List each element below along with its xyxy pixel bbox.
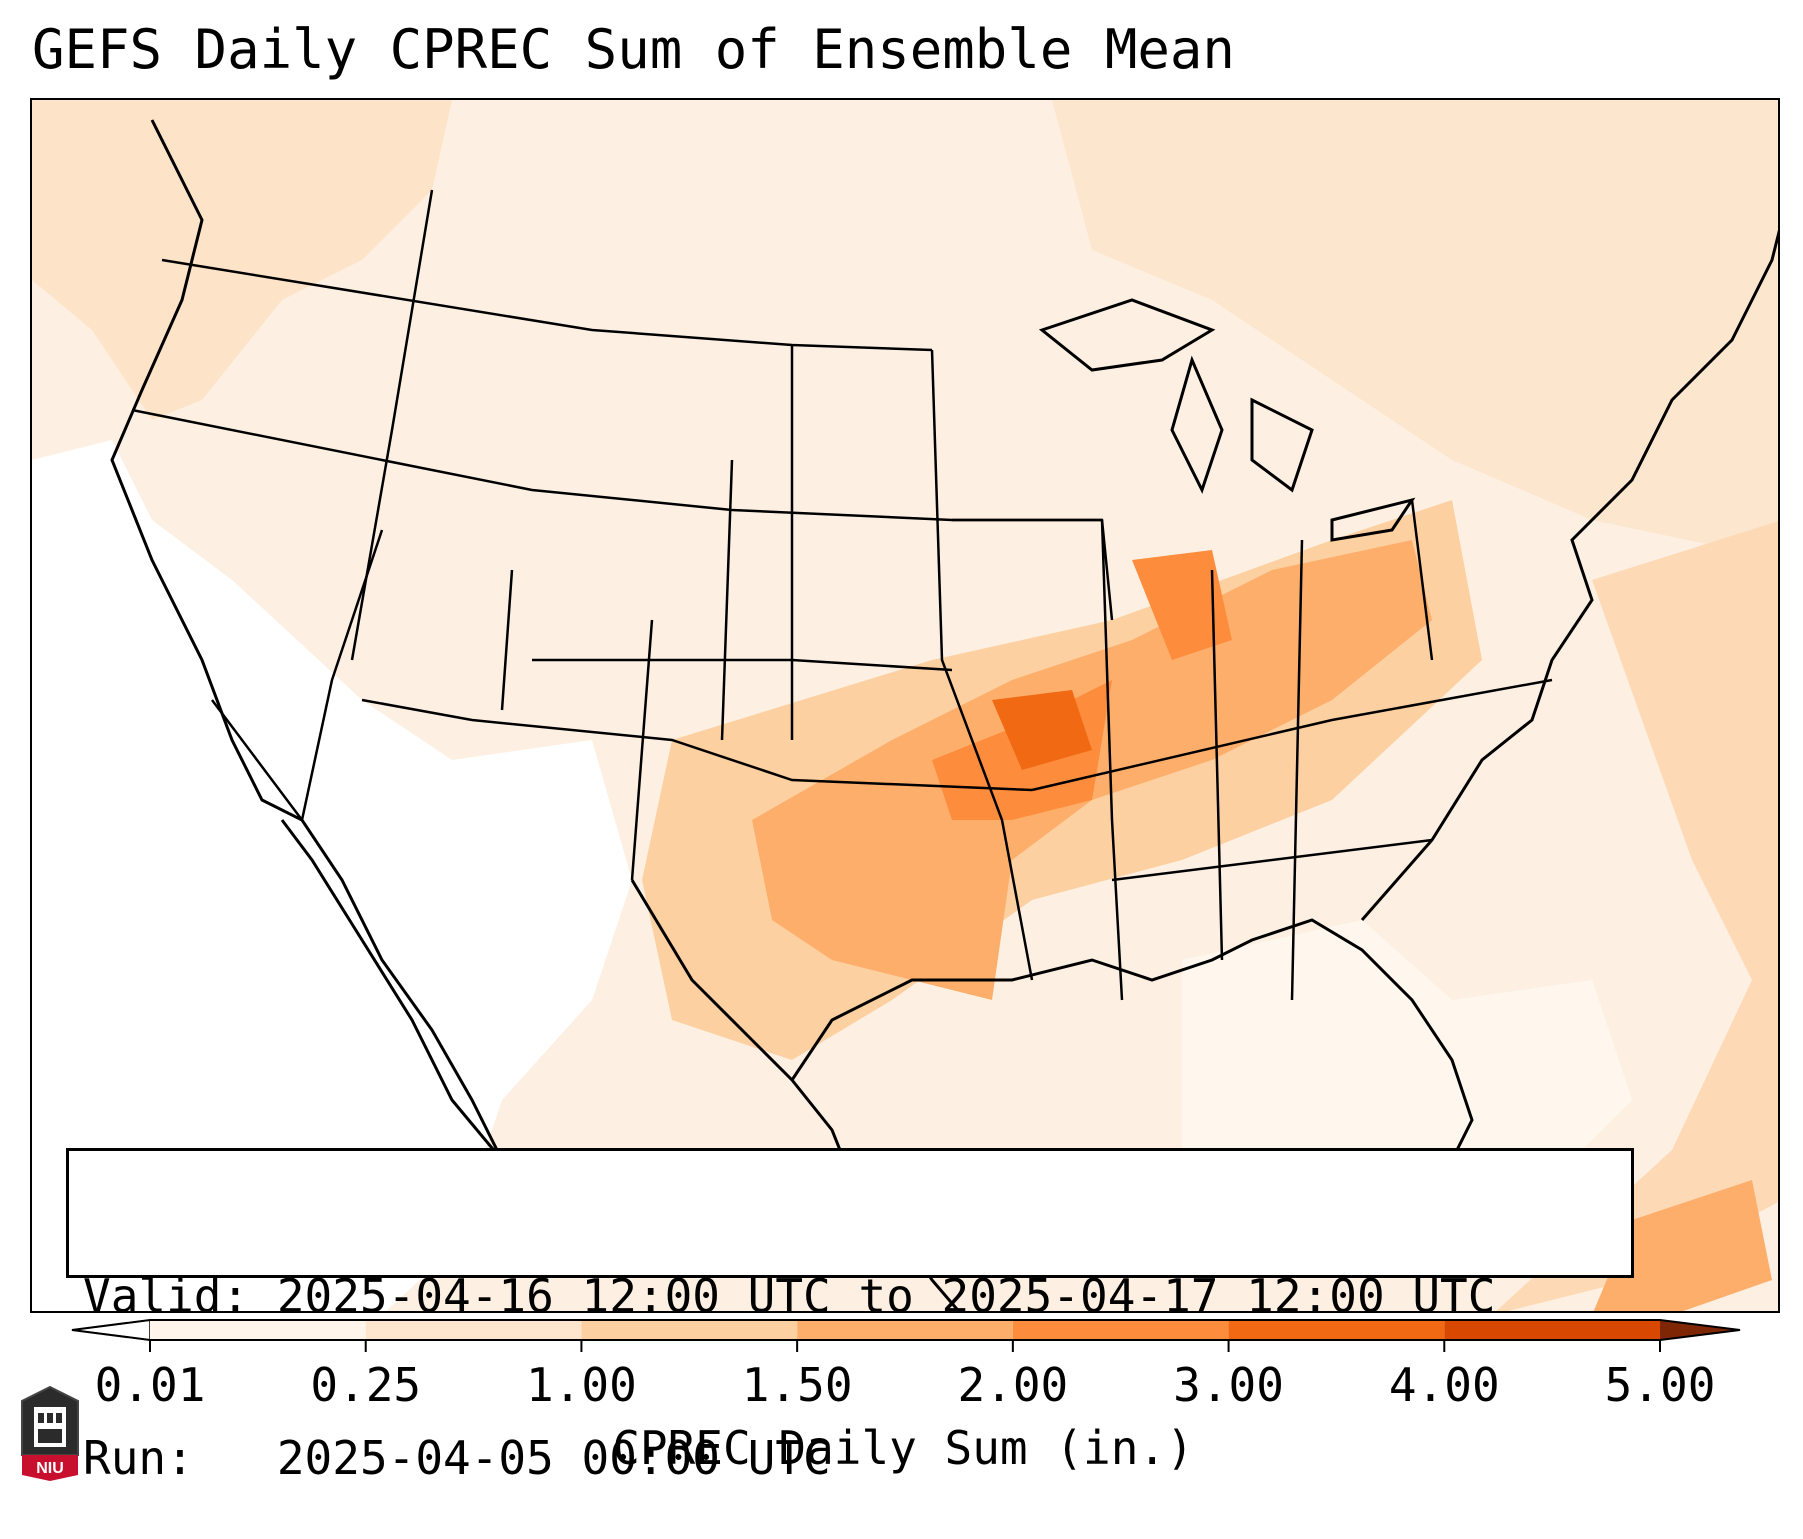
moderate-precip-northwest bbox=[32, 100, 452, 420]
moderate-precip-atlantic bbox=[1496, 521, 1778, 1311]
colorbar-segment bbox=[1444, 1320, 1660, 1340]
colorbar-segment bbox=[365, 1320, 582, 1340]
colorbar-tick-label: 2.00 bbox=[957, 1358, 1069, 1412]
run-time-text: Run: 2025-04-05 00:00 UTC bbox=[83, 1431, 831, 1485]
colorbar-segment bbox=[797, 1320, 1013, 1340]
colorbar-segment bbox=[150, 1320, 366, 1340]
dry-region-west bbox=[32, 440, 632, 1311]
colorbar-under-extension bbox=[71, 1319, 151, 1341]
valid-time-text: Valid: 2025-04-16 12:00 UTC to 2025-04-1… bbox=[83, 1269, 1496, 1323]
map-graphic bbox=[32, 100, 1778, 1311]
colorbar-tick-label: 0.25 bbox=[310, 1358, 422, 1412]
heavy-precip-ohio bbox=[1132, 550, 1232, 660]
colorbar-tick-label: 3.00 bbox=[1173, 1358, 1284, 1412]
colorbar-tick-label: 5.00 bbox=[1604, 1358, 1716, 1412]
moderate-precip-northeast bbox=[1052, 100, 1778, 560]
coastline-east bbox=[790, 229, 1778, 1161]
colorbar-tick-label: 0.01 bbox=[94, 1358, 206, 1412]
precipitation-map bbox=[30, 98, 1780, 1313]
colorbar-ticks bbox=[149, 1340, 1661, 1352]
niu-logo-icon: NIU bbox=[21, 1385, 79, 1481]
colorbar-segment bbox=[1012, 1320, 1229, 1340]
colorbar-tick-label: 4.00 bbox=[1388, 1358, 1500, 1412]
map-title: GEFS Daily CPREC Sum of Ensemble Mean bbox=[32, 18, 1235, 81]
state-boundaries bbox=[131, 189, 1553, 1001]
colorbar bbox=[71, 1319, 1741, 1352]
colorbar-tick-label: 1.50 bbox=[741, 1358, 853, 1412]
colorbar-tick-label: 1.00 bbox=[526, 1358, 637, 1412]
colorbar-segment bbox=[581, 1320, 798, 1340]
heavy-precip-caribbean bbox=[1593, 1180, 1772, 1311]
colorbar-segment bbox=[1228, 1320, 1445, 1340]
colorbar-segments bbox=[71, 1319, 1741, 1341]
light-region-gulf bbox=[1182, 920, 1632, 1220]
heaviest-precip-core bbox=[992, 690, 1092, 770]
svg-text:NIU: NIU bbox=[36, 1460, 64, 1477]
colorbar-over-extension bbox=[1660, 1320, 1740, 1340]
colorbar-label: CPREC Daily Sum (in.) bbox=[612, 1421, 1194, 1475]
great-lakes bbox=[1038, 298, 1416, 542]
info-box: Valid: 2025-04-16 12:00 UTC to 2025-04-1… bbox=[66, 1148, 1634, 1485]
